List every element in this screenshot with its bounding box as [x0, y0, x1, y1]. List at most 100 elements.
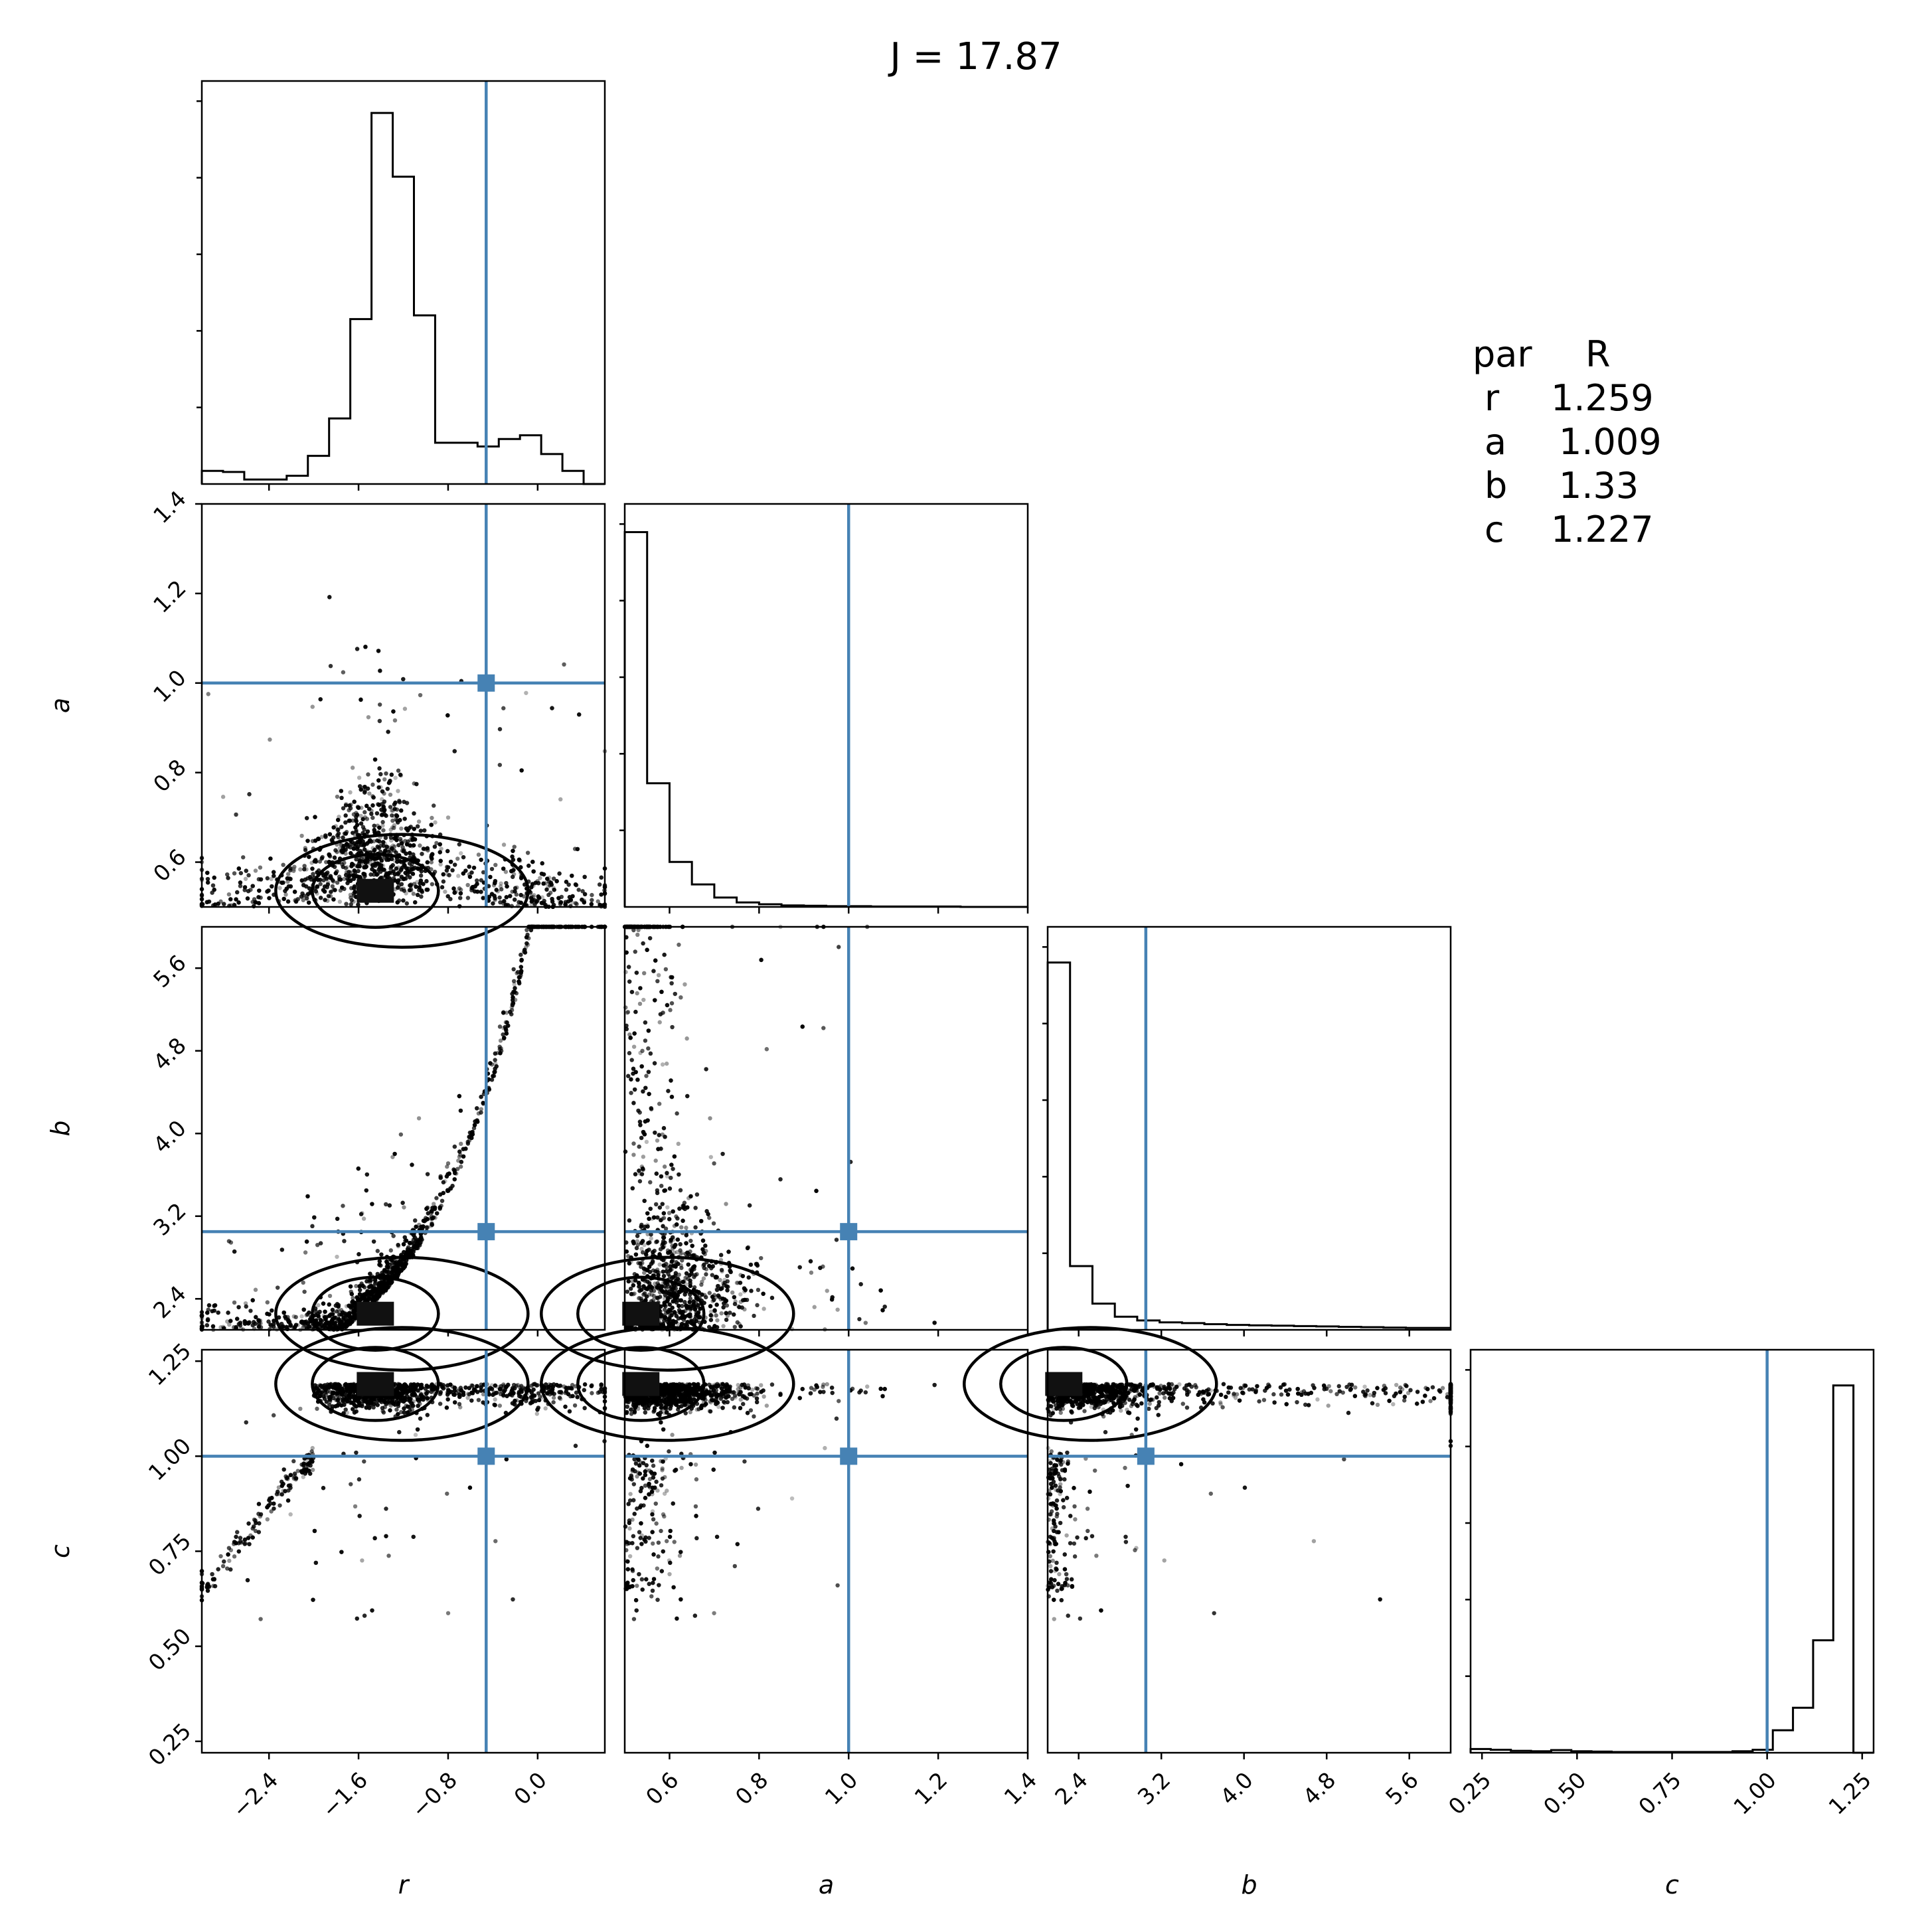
scatter-point [519, 965, 523, 969]
scatter-point [400, 845, 405, 850]
scatter-point [438, 850, 442, 854]
scatter-point [382, 799, 387, 804]
scatter-point [465, 882, 470, 888]
scatter-point [398, 772, 403, 777]
scatter-point [417, 885, 422, 890]
scatter-point [357, 784, 362, 789]
stats-row-r-par: r [1485, 377, 1500, 419]
scatter-point [331, 825, 336, 830]
scatter-point [288, 876, 293, 882]
scatter-point [384, 771, 388, 776]
scatter-point [487, 1087, 492, 1092]
scatter-point [204, 1323, 210, 1328]
scatter-point [339, 789, 344, 793]
scatter-point [307, 874, 313, 880]
scatter-point [392, 718, 398, 723]
scatter-point [530, 859, 535, 864]
scatter-point [491, 901, 495, 906]
scatter-point [402, 706, 408, 711]
scatter-point [425, 860, 430, 865]
scatter-point [357, 864, 362, 869]
scatter-point [498, 884, 503, 889]
scatter-point [390, 825, 395, 830]
scatter-point [244, 1304, 248, 1309]
scatter-point [310, 866, 315, 871]
scatter-points [199, 595, 607, 910]
scatter-point [511, 848, 515, 853]
scatter-point [377, 766, 382, 771]
scatter-point [415, 892, 420, 898]
scatter-point [322, 889, 327, 894]
scatter-point [390, 818, 395, 823]
scatter-point [589, 902, 594, 907]
scatter-point [342, 876, 347, 882]
scatter-point [235, 890, 240, 895]
scatter-point [226, 876, 230, 880]
scatter-point [310, 866, 315, 871]
scatter-point [396, 1242, 400, 1248]
scatter-point [361, 1216, 366, 1221]
scatter-point [315, 884, 319, 889]
scatter-point [313, 815, 317, 819]
scatter-point [362, 872, 367, 877]
scatter-point [498, 900, 503, 905]
scatter-point [313, 858, 318, 862]
scatter-point [291, 868, 296, 873]
scatter-point [392, 825, 396, 831]
scatter-point [503, 870, 509, 874]
scatter-point [465, 1141, 471, 1146]
scatter-point [434, 841, 439, 846]
scatter-point [513, 886, 518, 890]
scatter-point [390, 813, 394, 818]
scatter-point [350, 765, 355, 770]
scatter-point [497, 895, 502, 900]
scatter-point [402, 817, 407, 821]
y-tick-label-a: 0.6 [148, 844, 191, 887]
scatter-point [288, 884, 293, 889]
scatter-point [364, 1172, 370, 1177]
scatter-point [525, 850, 530, 855]
scatter-point [316, 837, 321, 841]
scatter-point [402, 888, 407, 893]
scatter-point [307, 854, 311, 859]
scatter-point [387, 779, 392, 785]
scatter-point [248, 1309, 253, 1313]
scatter-point [349, 842, 353, 846]
scatter-point [376, 778, 381, 783]
scatter-point [336, 835, 341, 840]
scatter-point [393, 775, 398, 780]
scatter-point [377, 839, 382, 844]
scatter-point [311, 872, 315, 876]
scatter-point [418, 692, 423, 698]
stats-row-a-par: a [1485, 421, 1506, 463]
scatter-point [349, 898, 355, 903]
scatter-point [501, 706, 506, 710]
scatter-point [422, 828, 427, 833]
scatter-point [494, 888, 499, 892]
scatter-point [375, 1249, 380, 1253]
scatter-point [550, 706, 554, 710]
scatter-point [388, 827, 393, 832]
scatter-point [433, 820, 438, 825]
scatter-point [395, 880, 400, 885]
scatter-point [250, 884, 255, 888]
scatter-point [253, 900, 258, 905]
scatter-point [318, 896, 323, 900]
scatter-point [556, 896, 561, 900]
scatter-point [222, 902, 226, 906]
scatter-point [370, 815, 375, 820]
scatter-point [388, 792, 393, 797]
scatter-point [382, 777, 387, 782]
scatter-point [343, 831, 349, 836]
scatter-point [205, 876, 210, 882]
scatter-point [343, 872, 349, 878]
scatter-point [397, 800, 402, 805]
scatter-point [205, 1311, 210, 1315]
scatter-point [564, 887, 569, 892]
scatter-point [280, 880, 285, 885]
scatter-point [407, 888, 412, 893]
scatter-point [599, 875, 604, 880]
scatter-point [359, 697, 363, 702]
scatter-point [499, 881, 503, 886]
scatter-point [432, 803, 436, 808]
